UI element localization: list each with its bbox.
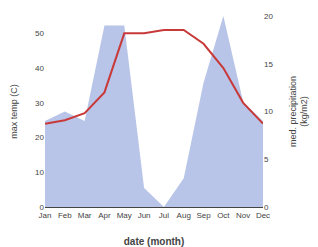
svg-text:date (month): date (month) — [124, 236, 185, 247]
svg-text:May: May — [117, 211, 132, 220]
svg-text:0: 0 — [40, 203, 45, 212]
svg-text:max temp (C): max temp (C) — [9, 84, 19, 139]
svg-text:10: 10 — [35, 168, 44, 177]
svg-text:Nov: Nov — [236, 211, 250, 220]
svg-text:20: 20 — [35, 133, 44, 142]
svg-text:Apr: Apr — [98, 211, 111, 220]
svg-text:Dec: Dec — [256, 211, 270, 220]
svg-text:Aug: Aug — [177, 211, 191, 220]
svg-text:5: 5 — [264, 155, 269, 164]
svg-text:med. precipitation(kg/m2): med. precipitation(kg/m2) — [288, 76, 310, 147]
svg-text:20: 20 — [264, 12, 273, 21]
svg-text:Mar: Mar — [78, 211, 92, 220]
svg-text:0: 0 — [264, 203, 269, 212]
svg-text:Jun: Jun — [138, 211, 151, 220]
svg-text:40: 40 — [35, 64, 44, 73]
svg-text:Sep: Sep — [196, 211, 211, 220]
svg-text:Jul: Jul — [159, 211, 169, 220]
svg-text:15: 15 — [264, 60, 273, 69]
svg-text:Feb: Feb — [58, 211, 72, 220]
svg-text:Jan: Jan — [39, 211, 52, 220]
svg-text:Oct: Oct — [217, 211, 230, 220]
svg-text:10: 10 — [264, 107, 273, 116]
svg-text:30: 30 — [35, 99, 44, 108]
svg-text:50: 50 — [35, 29, 44, 38]
